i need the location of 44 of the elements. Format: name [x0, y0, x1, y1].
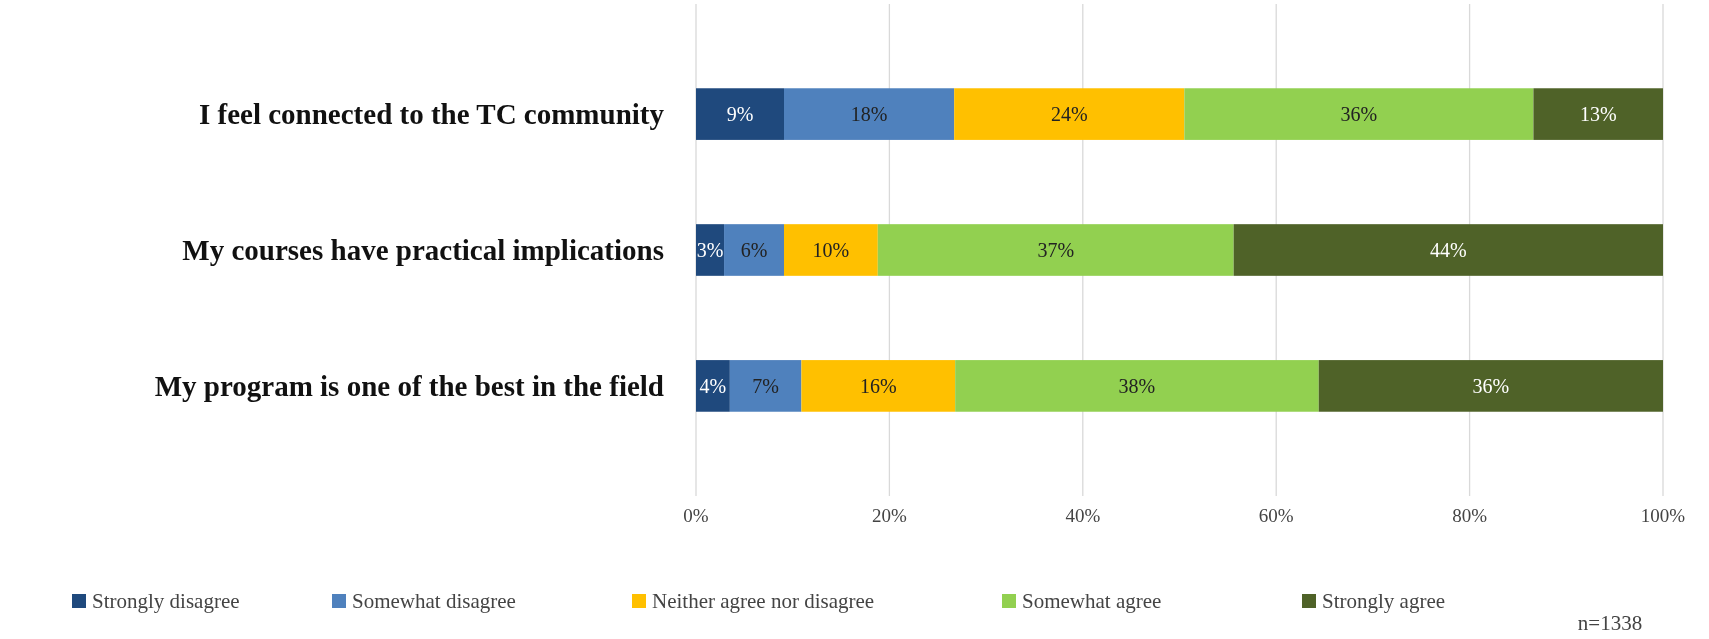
data-label: 10%: [812, 239, 850, 261]
data-label: 18%: [850, 103, 888, 126]
text: n=1338: [1577, 611, 1643, 635]
bar: [724, 224, 784, 276]
bar: [1233, 224, 1663, 276]
data-label: 38%: [1118, 374, 1156, 397]
x-tick-label: 20%: [871, 505, 907, 526]
bar: [955, 360, 1319, 412]
y-tick-label: My program is one of the best in the field: [154, 370, 664, 403]
bar: [954, 88, 1185, 140]
bar: [784, 88, 955, 140]
y-tick-label: My courses have practical implications: [182, 234, 664, 267]
x-tick-label: 100%: [1640, 505, 1686, 526]
x-tick-label: 60%: [1258, 505, 1294, 526]
legend-label: Somewhat agree: [1022, 589, 1162, 614]
data-label: 36%: [1472, 374, 1510, 397]
legend-label: Somewhat disagree: [352, 589, 516, 614]
legend-label: Neither agree nor disagree: [652, 589, 875, 614]
x-tick-label: 0%: [683, 505, 709, 526]
data-label: 16%: [859, 374, 897, 397]
bar: [1184, 88, 1534, 140]
bar: [784, 224, 878, 276]
bar: [1318, 360, 1663, 412]
x-tick-label: 80%: [1452, 505, 1488, 526]
data-label: 6%: [740, 239, 768, 261]
data-label: 24%: [1050, 103, 1088, 126]
data-label: 36%: [1340, 103, 1378, 126]
data-label: 44%: [1429, 239, 1467, 261]
legend-label: Strongly agree: [1322, 589, 1446, 614]
data-label: 3%: [696, 239, 724, 261]
bar: [877, 224, 1234, 276]
legend-label: Strongly disagree: [92, 589, 240, 614]
x-tick-label: 40%: [1065, 505, 1101, 526]
data-label: 13%: [1579, 103, 1617, 126]
bar: [801, 360, 956, 412]
data-label: 7%: [752, 374, 779, 397]
bar: [696, 88, 784, 140]
bar: [696, 360, 730, 412]
data-label: 9%: [726, 103, 754, 126]
data-label: 4%: [699, 374, 727, 397]
bar: [1533, 88, 1663, 140]
data-label: 37%: [1037, 239, 1075, 261]
bar: [729, 360, 802, 412]
y-tick-label: I feel connected to the TC community: [198, 98, 665, 131]
